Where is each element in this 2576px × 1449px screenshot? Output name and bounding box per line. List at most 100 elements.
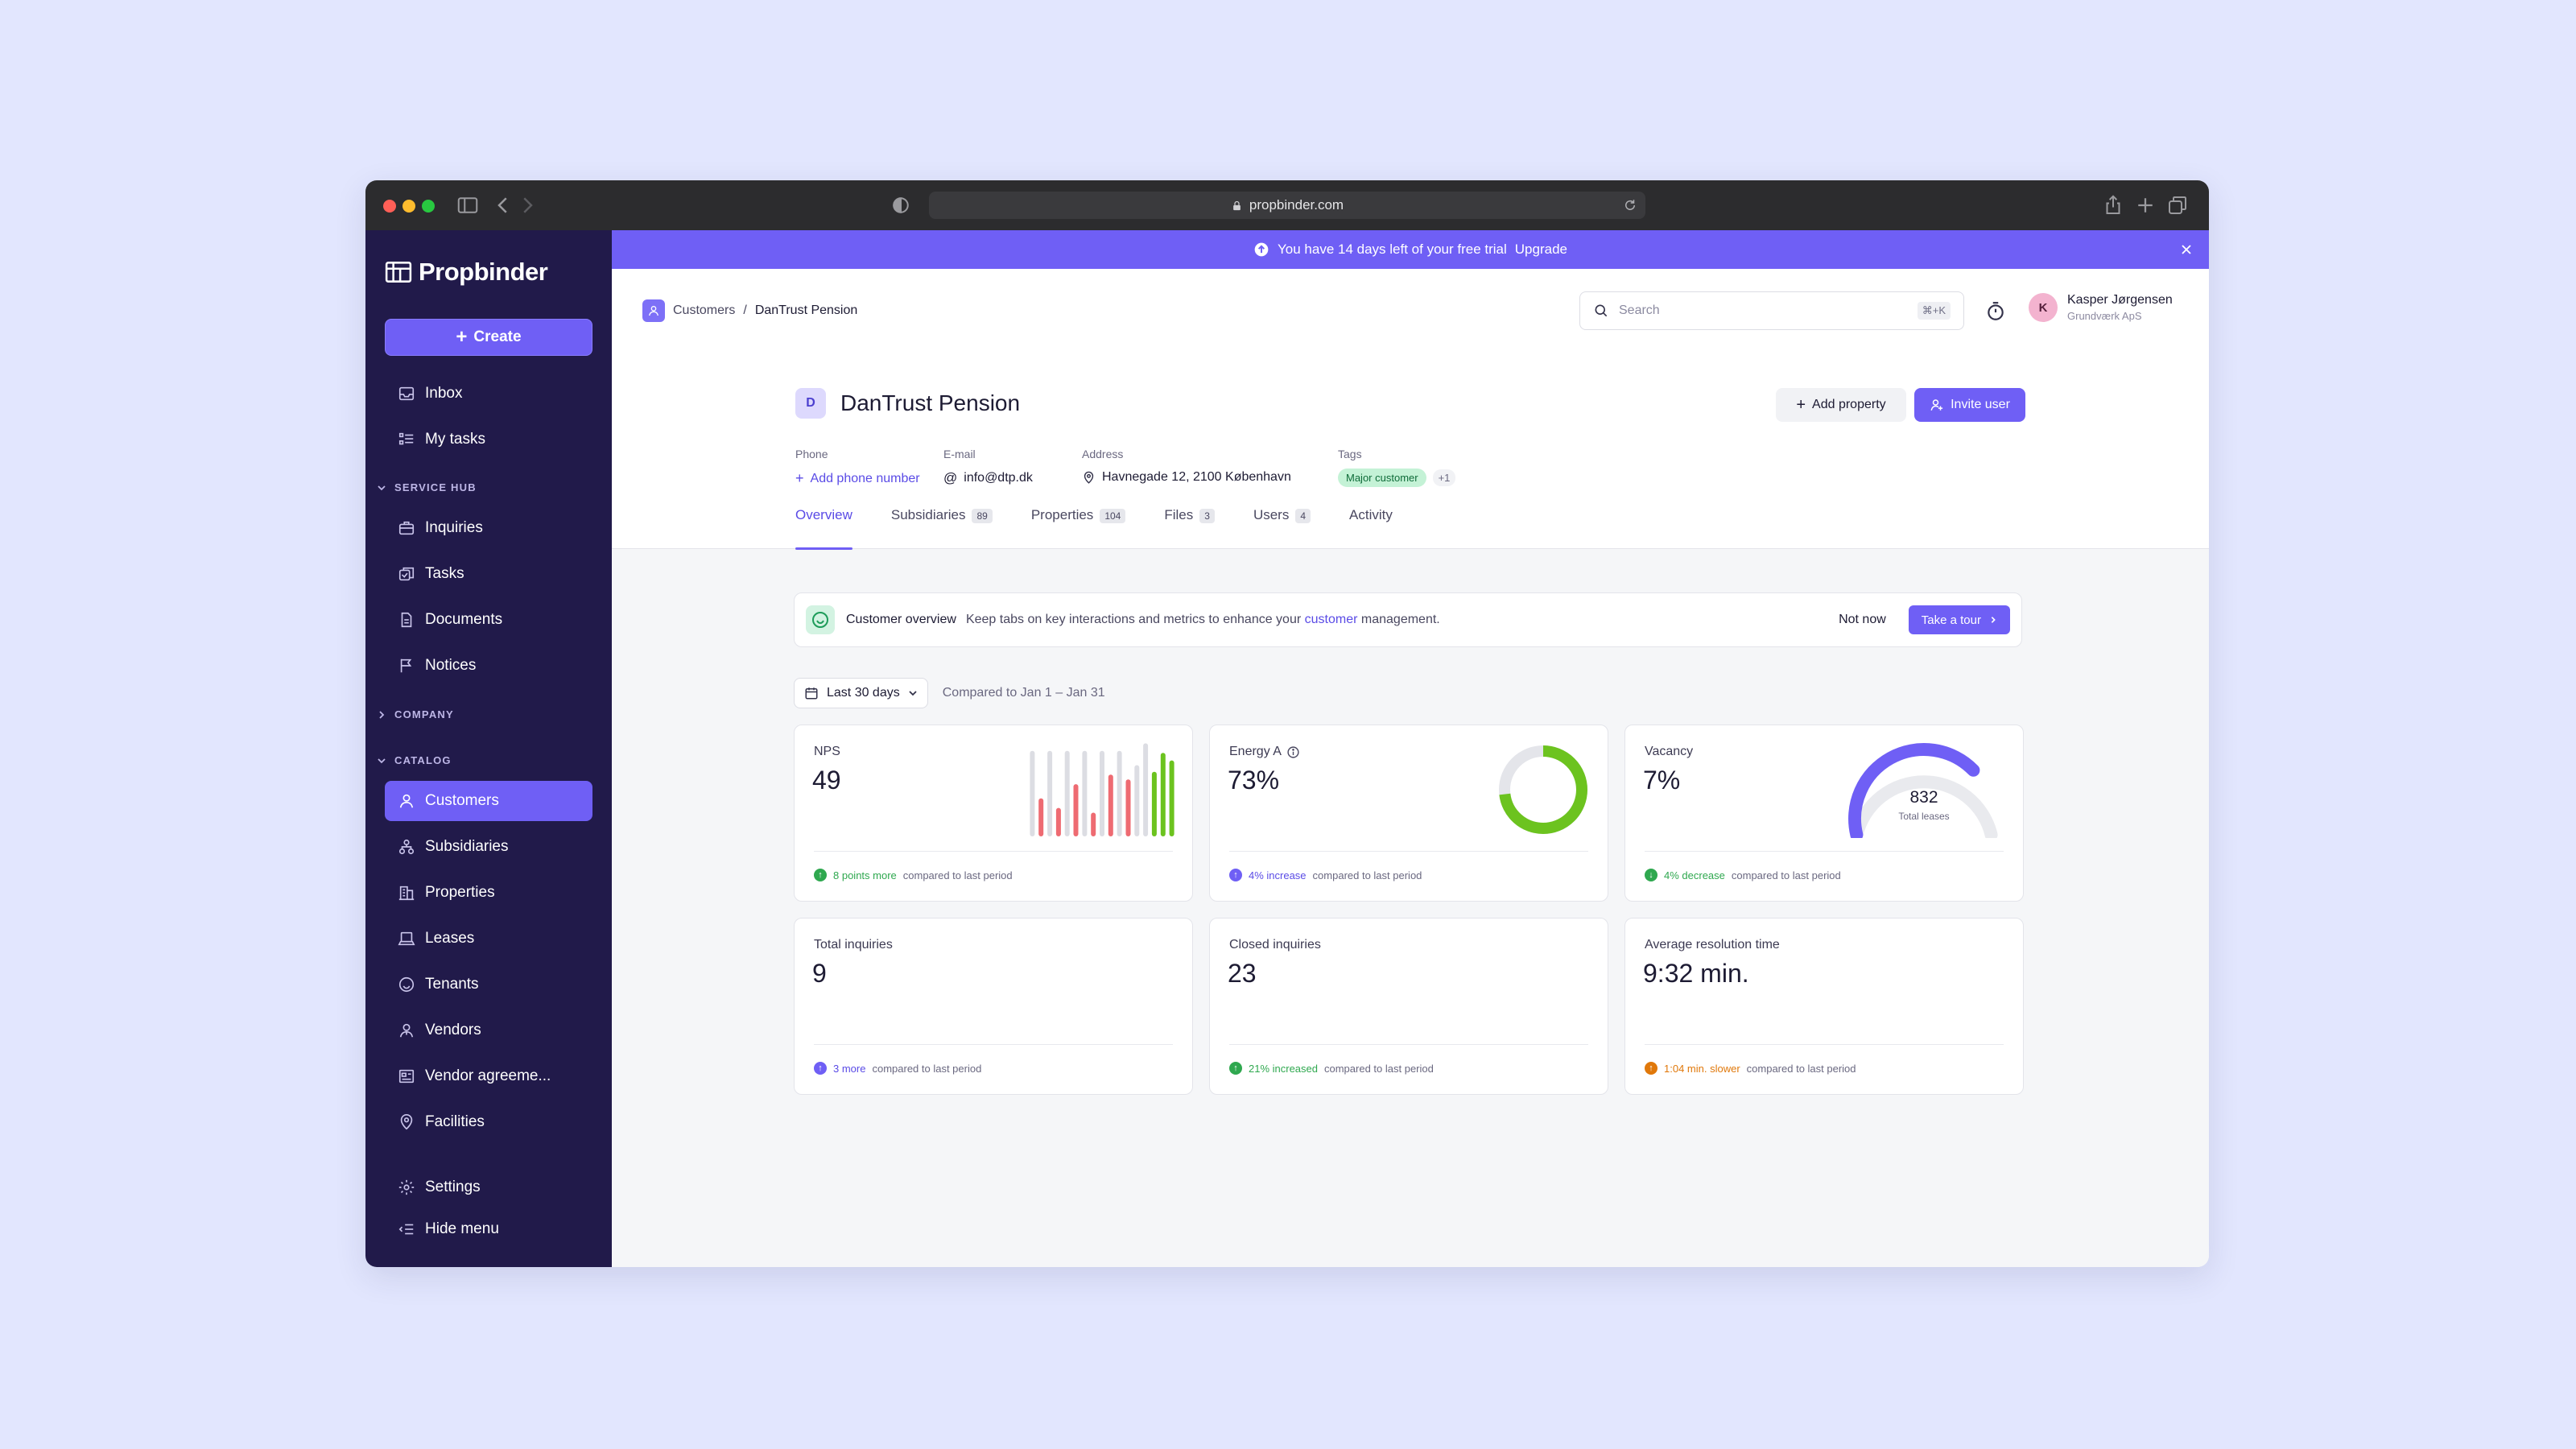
sidebar-item-tenants[interactable]: Tenants: [385, 964, 592, 1005]
trend-up-icon: ↑: [1229, 869, 1242, 881]
total-inquiries-card[interactable]: Total inquiries 9 ↑ 3 more compared to l…: [794, 918, 1193, 1095]
date-range-value: Last 30 days: [827, 686, 900, 700]
card-delta: 8 points more: [833, 869, 897, 881]
tags-more[interactable]: +1: [1432, 469, 1456, 486]
sidebar-item-documents[interactable]: Documents: [385, 600, 592, 640]
section-company[interactable]: COMPANY: [377, 708, 454, 720]
customer-header: Customers / DanTrust Pension Search ⌘+K …: [612, 269, 2209, 550]
add-property-button[interactable]: + Add property: [1776, 388, 1906, 422]
sidebar-item-hide-menu[interactable]: Hide menu: [385, 1209, 592, 1249]
timer-icon[interactable]: [1985, 301, 2006, 322]
sidebar: Propbinder + Create Inbox My tasks SERVI…: [365, 230, 612, 1267]
tab-files[interactable]: Files 3: [1164, 507, 1215, 549]
sidebar-item-vendor-agreements[interactable]: Vendor agreeme...: [385, 1056, 592, 1096]
close-icon[interactable]: [2178, 242, 2194, 258]
nps-bar: [1091, 812, 1096, 836]
email-field: E-mail @ info@dtp.dk: [943, 448, 1033, 486]
search-input[interactable]: Search ⌘+K: [1579, 291, 1964, 330]
phone-field: Phone + Add phone number: [795, 448, 920, 487]
hierarchy-icon: [398, 839, 415, 855]
minimize-window-button[interactable]: [402, 200, 415, 213]
lock-icon: [1233, 200, 1241, 210]
card-delta-suffix: compared to last period: [902, 869, 1013, 881]
card-value: 23: [1228, 959, 1257, 988]
upgrade-arrow-icon: [1254, 242, 1269, 257]
url-text: propbinder.com: [1249, 197, 1344, 213]
nps-card[interactable]: NPS 49 ↑ 8 points more compared to last …: [794, 724, 1193, 902]
card-divider: [1645, 851, 2004, 852]
not-now-button[interactable]: Not now: [1839, 613, 1886, 626]
address-value[interactable]: Havnegade 12, 2100 København: [1082, 470, 1291, 485]
tour-title: Customer overview: [846, 613, 956, 626]
breadcrumb-current: DanTrust Pension: [754, 303, 858, 317]
section-catalog[interactable]: CATALOG: [377, 754, 452, 766]
back-icon[interactable]: [491, 193, 515, 217]
address-bar[interactable]: propbinder.com: [929, 192, 1645, 219]
sidebar-item-facilities[interactable]: Facilities: [385, 1102, 592, 1142]
invite-user-label: Invite user: [1951, 398, 2010, 411]
breadcrumb-separator: /: [743, 303, 747, 317]
card-title: Average resolution time: [1645, 938, 1780, 952]
gauge-value: 832: [1909, 788, 1938, 807]
sidebar-toggle-icon[interactable]: [456, 193, 480, 217]
tab-overview[interactable]: Overview: [795, 507, 852, 550]
invite-user-button[interactable]: Invite user: [1914, 388, 2025, 422]
nps-bar-chart: [1030, 743, 1174, 836]
sidebar-item-subsidiaries[interactable]: Subsidiaries: [385, 827, 592, 867]
energy-card[interactable]: Energy A 73% ↑ 4% increase compared to l…: [1209, 724, 1608, 902]
phone-label: Phone: [795, 448, 828, 460]
take-tour-label: Take a tour: [1921, 613, 1981, 627]
nps-bar: [1047, 750, 1053, 836]
chevron-down-icon: [909, 691, 917, 696]
vacancy-card[interactable]: Vacancy 7% 832 Total leases ↓ 4% decreas…: [1624, 724, 2024, 902]
email-value[interactable]: @ info@dtp.dk: [943, 470, 1033, 486]
info-icon[interactable]: [1286, 745, 1300, 759]
privacy-shield-icon[interactable]: [889, 193, 913, 217]
breadcrumb-parent[interactable]: Customers: [673, 303, 736, 317]
nps-bar: [1143, 743, 1149, 836]
tab-overview-icon[interactable]: [2165, 193, 2190, 217]
upgrade-link[interactable]: Upgrade: [1514, 242, 1567, 257]
card-value: 7%: [1643, 766, 1681, 795]
forward-icon[interactable]: [515, 193, 539, 217]
tab-users[interactable]: Users 4: [1253, 507, 1311, 549]
create-button[interactable]: + Create: [385, 319, 592, 356]
tab-properties[interactable]: Properties 104: [1031, 507, 1126, 549]
section-service-hub[interactable]: SERVICE HUB: [377, 481, 477, 493]
tag-major-customer[interactable]: Major customer: [1338, 469, 1426, 487]
sidebar-item-properties[interactable]: Properties: [385, 873, 592, 913]
sidebar-item-customers[interactable]: Customers: [385, 781, 592, 821]
take-tour-button[interactable]: Take a tour: [1908, 605, 2010, 634]
tab-label: Activity: [1349, 507, 1393, 522]
closed-inquiries-card[interactable]: Closed inquiries 23 ↑ 21% increased comp…: [1209, 918, 1608, 1095]
sidebar-item-tasks[interactable]: Tasks: [385, 554, 592, 594]
add-phone-link[interactable]: + Add phone number: [795, 470, 920, 487]
card-delta: 4% increase: [1249, 869, 1307, 881]
app-logo[interactable]: Propbinder: [385, 258, 548, 287]
page-title: DanTrust Pension: [840, 390, 1021, 415]
share-icon[interactable]: [2101, 193, 2125, 217]
maximize-window-button[interactable]: [422, 200, 435, 213]
tab-activity[interactable]: Activity: [1349, 507, 1393, 549]
sidebar-item-my-tasks[interactable]: My tasks: [385, 419, 592, 460]
sidebar-item-inbox[interactable]: Inbox: [385, 374, 592, 414]
document-icon: [401, 612, 412, 628]
user-menu[interactable]: K Kasper Jørgensen Grundværk ApS: [2029, 293, 2173, 322]
date-range-select[interactable]: Last 30 days: [794, 678, 928, 708]
resolution-time-card[interactable]: Average resolution time 9:32 min. ↑ 1:04…: [1624, 918, 2024, 1095]
close-window-button[interactable]: [383, 200, 396, 213]
reload-icon[interactable]: [1623, 198, 1637, 213]
sidebar-item-leases[interactable]: Leases: [385, 919, 592, 959]
sidebar-item-settings[interactable]: Settings: [385, 1167, 592, 1208]
nps-bar: [1169, 760, 1174, 836]
card-title: Closed inquiries: [1229, 938, 1321, 952]
tab-subsidiaries[interactable]: Subsidiaries 89: [891, 507, 993, 549]
sidebar-item-notices[interactable]: Notices: [385, 646, 592, 686]
search-shortcut: ⌘+K: [1917, 302, 1951, 320]
sidebar-item-vendors[interactable]: Vendors: [385, 1010, 592, 1051]
calendar-icon: [805, 687, 818, 700]
nps-bar: [1055, 807, 1061, 836]
new-tab-icon[interactable]: [2133, 193, 2157, 217]
sidebar-item-inquiries[interactable]: Inquiries: [385, 508, 592, 548]
user-org: Grundværk ApS: [2067, 310, 2142, 322]
